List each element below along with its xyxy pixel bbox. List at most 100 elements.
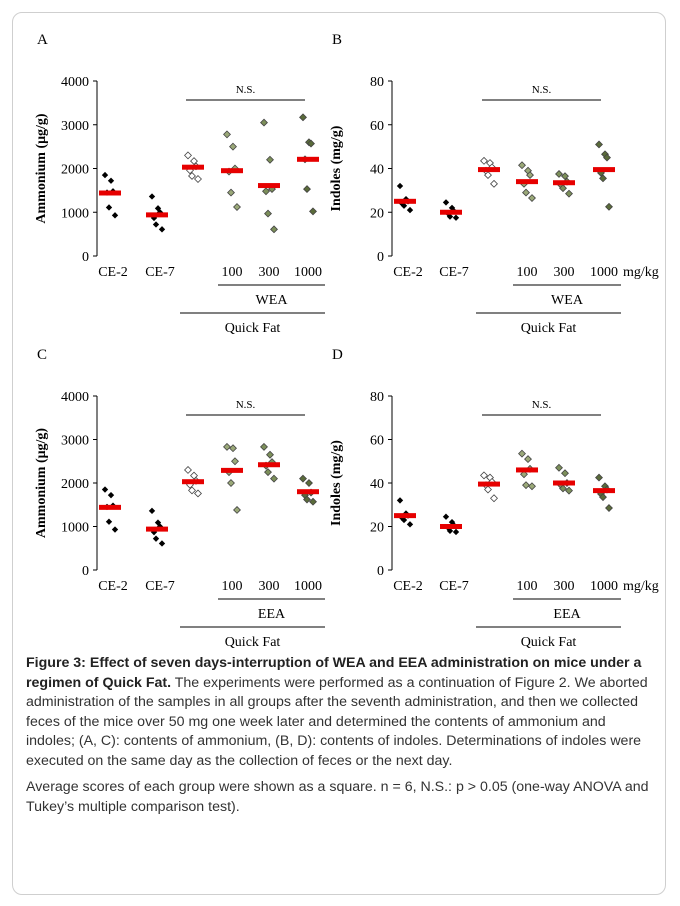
data-point — [446, 213, 454, 220]
data-point — [305, 479, 313, 487]
data-point — [595, 473, 603, 482]
data-point — [303, 495, 311, 504]
unit-label: mg/kg — [623, 265, 659, 280]
mean-bar — [478, 167, 500, 173]
panel-letter: B — [332, 32, 342, 48]
y-tick-label: 60 — [370, 434, 384, 449]
data-point — [442, 513, 450, 520]
data-point — [309, 207, 317, 216]
data-point — [260, 118, 268, 127]
group-label: 100 — [517, 265, 538, 280]
group-label: CE-7 — [145, 579, 175, 594]
y-tick-label: 0 — [82, 564, 89, 579]
figure-caption: Figure 3: Effect of seven days-interrupt… — [26, 654, 654, 824]
data-point — [101, 171, 109, 179]
mean-bar — [478, 481, 500, 487]
data-point — [303, 185, 311, 194]
y-tick-label: 80 — [370, 75, 384, 90]
group-label: 300 — [554, 265, 575, 280]
data-point — [229, 142, 237, 151]
data-point — [223, 130, 231, 139]
data-point — [522, 188, 530, 197]
significance-label: N.S. — [236, 399, 256, 411]
data-point — [559, 184, 567, 193]
mean-bar — [182, 164, 204, 170]
panel-a: A 0 1000 2000 3000 4000 Ammonium (μg/g) CE-2 CE-… — [34, 32, 325, 336]
data-point — [396, 497, 404, 504]
mean-bar — [146, 212, 168, 218]
mean-bar — [553, 180, 575, 186]
y-axis-label: Indoles (mg/g) — [329, 125, 344, 211]
data-point — [264, 209, 272, 218]
data-point — [148, 507, 156, 515]
data-point — [484, 485, 492, 494]
significance-label: N.S. — [532, 399, 552, 411]
data-point — [194, 489, 202, 498]
mean-bar — [99, 504, 121, 510]
unit-label: mg/kg — [623, 579, 659, 594]
group-label: 1000 — [294, 265, 322, 280]
y-axis-label: Indoles (mg/g) — [329, 440, 344, 526]
data-point — [184, 465, 192, 474]
data-point — [188, 486, 196, 495]
data-point — [188, 171, 196, 180]
data-point — [396, 182, 404, 190]
significance-label: N.S. — [532, 84, 552, 96]
data-point — [518, 161, 526, 170]
data-point — [152, 221, 160, 228]
group-label: 100 — [517, 579, 538, 594]
data-point — [559, 484, 567, 493]
data-point — [158, 226, 166, 233]
panel-letter: C — [37, 347, 47, 363]
data-point — [605, 202, 613, 211]
data-point — [233, 203, 241, 211]
y-tick-label: 1000 — [61, 206, 89, 221]
data-point — [406, 206, 414, 214]
y-tick-label: 3000 — [61, 119, 89, 134]
data-point — [518, 449, 526, 458]
panel-letter: D — [332, 347, 343, 363]
group-label: CE-2 — [98, 265, 128, 280]
y-tick-label: 2000 — [61, 477, 89, 492]
data-point — [484, 171, 492, 180]
data-point — [299, 113, 307, 122]
y-tick-label: 4000 — [61, 75, 89, 90]
data-point — [152, 535, 160, 542]
data-point — [264, 468, 272, 477]
significance-label: N.S. — [236, 84, 256, 96]
treatment-label: WEA — [256, 293, 289, 308]
data-point — [565, 486, 573, 495]
data-point — [528, 482, 536, 491]
mean-bar — [297, 156, 319, 162]
data-point — [260, 442, 268, 451]
y-tick-label: 0 — [377, 250, 384, 265]
panel-letter: A — [37, 32, 48, 48]
data-point — [270, 225, 278, 234]
mean-bar — [394, 513, 416, 519]
data-point — [406, 521, 414, 528]
data-point — [148, 193, 156, 200]
figure-frame — [12, 12, 666, 895]
diet-label: Quick Fat — [225, 635, 281, 650]
data-point — [599, 493, 607, 502]
data-point — [229, 444, 237, 453]
data-point — [223, 442, 231, 451]
data-point — [107, 177, 115, 184]
data-point — [111, 212, 119, 219]
data-point — [446, 527, 454, 535]
caption-lead: Figure 3: Effect of seven days-interrupt… — [26, 655, 642, 691]
group-label: 100 — [222, 579, 243, 594]
panel-b: B 0 20 40 60 80 Indoles (mg/g) CE-2 CE-7 100 300 10… — [329, 32, 659, 336]
data-point — [231, 457, 239, 466]
data-point — [480, 156, 488, 165]
treatment-label: EEA — [553, 607, 581, 622]
data-point — [528, 194, 536, 202]
mean-bar — [258, 462, 280, 468]
mean-bar — [593, 167, 615, 173]
data-point — [266, 155, 274, 164]
data-point — [565, 189, 573, 198]
mean-bar — [553, 480, 575, 486]
data-point — [309, 497, 317, 506]
group-label: CE-2 — [393, 265, 423, 280]
data-point — [400, 202, 408, 209]
